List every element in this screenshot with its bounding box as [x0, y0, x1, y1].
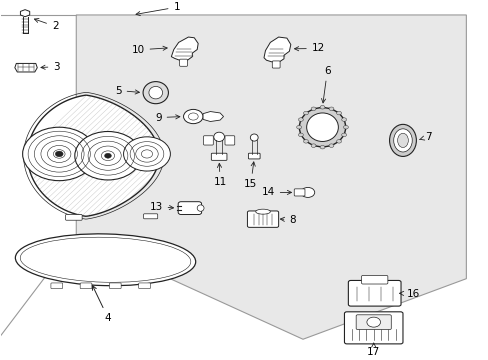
Text: 12: 12: [294, 44, 325, 53]
Text: 5: 5: [115, 86, 139, 95]
Circle shape: [320, 145, 325, 149]
Circle shape: [328, 107, 333, 111]
Polygon shape: [20, 10, 30, 17]
Circle shape: [296, 125, 301, 129]
Circle shape: [336, 140, 341, 143]
Circle shape: [320, 105, 325, 109]
Polygon shape: [203, 112, 223, 122]
Polygon shape: [264, 37, 290, 62]
Text: 7: 7: [419, 132, 430, 142]
Text: 10: 10: [131, 45, 167, 55]
FancyBboxPatch shape: [179, 59, 187, 66]
Circle shape: [341, 118, 346, 121]
Text: 4: 4: [92, 286, 111, 323]
Text: 8: 8: [280, 215, 295, 225]
Circle shape: [310, 144, 315, 148]
Circle shape: [183, 109, 203, 123]
Circle shape: [104, 153, 111, 158]
Ellipse shape: [250, 134, 258, 141]
Circle shape: [341, 133, 346, 137]
Circle shape: [303, 111, 308, 115]
FancyBboxPatch shape: [51, 283, 62, 289]
FancyBboxPatch shape: [247, 211, 278, 228]
Text: 9: 9: [155, 113, 180, 123]
Text: 3: 3: [41, 62, 60, 72]
Ellipse shape: [301, 188, 314, 197]
Circle shape: [298, 133, 303, 137]
Ellipse shape: [149, 86, 162, 99]
FancyBboxPatch shape: [347, 280, 400, 306]
Circle shape: [55, 151, 63, 157]
FancyBboxPatch shape: [139, 283, 150, 289]
Ellipse shape: [197, 205, 203, 211]
FancyBboxPatch shape: [355, 315, 390, 329]
FancyBboxPatch shape: [80, 283, 92, 289]
Text: 6: 6: [321, 66, 330, 103]
Ellipse shape: [255, 209, 270, 214]
Ellipse shape: [15, 234, 195, 286]
FancyBboxPatch shape: [109, 283, 121, 289]
Text: 14: 14: [261, 188, 291, 197]
Text: 13: 13: [149, 202, 173, 212]
Polygon shape: [15, 63, 37, 72]
Circle shape: [310, 107, 315, 111]
Circle shape: [123, 137, 170, 171]
Ellipse shape: [393, 129, 411, 152]
Ellipse shape: [299, 108, 345, 147]
FancyBboxPatch shape: [272, 61, 280, 68]
Text: 16: 16: [399, 289, 419, 299]
Text: 2: 2: [34, 18, 59, 31]
Ellipse shape: [306, 113, 338, 141]
Polygon shape: [171, 37, 198, 60]
Circle shape: [298, 118, 303, 121]
Ellipse shape: [397, 133, 407, 148]
Polygon shape: [76, 15, 466, 339]
FancyBboxPatch shape: [203, 136, 213, 145]
FancyBboxPatch shape: [248, 153, 260, 159]
FancyBboxPatch shape: [143, 214, 158, 219]
Circle shape: [343, 125, 347, 129]
Text: 17: 17: [366, 343, 380, 357]
FancyBboxPatch shape: [361, 275, 387, 284]
Circle shape: [303, 140, 308, 143]
Text: 15: 15: [244, 162, 257, 189]
FancyBboxPatch shape: [224, 136, 234, 145]
FancyBboxPatch shape: [294, 189, 305, 196]
Polygon shape: [27, 95, 159, 216]
Ellipse shape: [213, 132, 224, 141]
FancyBboxPatch shape: [178, 202, 201, 215]
FancyBboxPatch shape: [65, 215, 82, 220]
FancyBboxPatch shape: [211, 153, 226, 160]
Ellipse shape: [389, 124, 415, 157]
Ellipse shape: [143, 82, 168, 104]
Circle shape: [328, 144, 333, 148]
Circle shape: [336, 111, 341, 115]
Circle shape: [22, 127, 96, 181]
Circle shape: [75, 131, 141, 180]
Text: 11: 11: [213, 163, 226, 187]
Text: 1: 1: [136, 2, 180, 15]
Circle shape: [366, 317, 380, 327]
FancyBboxPatch shape: [344, 312, 402, 344]
